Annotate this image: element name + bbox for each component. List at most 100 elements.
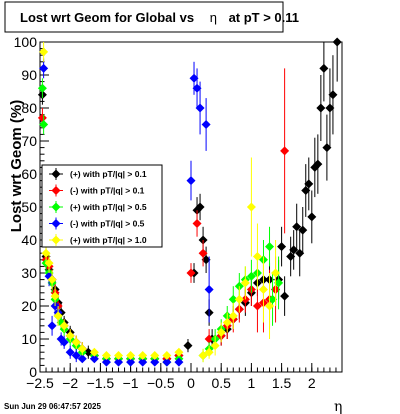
- data-point: [316, 103, 326, 113]
- data-point: [280, 146, 290, 156]
- data-point: [71, 337, 81, 347]
- data-point: [53, 311, 63, 321]
- data-point: [295, 248, 305, 258]
- data-point: [234, 294, 244, 304]
- series-3: [39, 58, 214, 367]
- x-tick-label: 2: [308, 375, 316, 391]
- legend-label: (+) with pT/|q| > 1.0: [70, 235, 147, 245]
- data-point: [322, 143, 332, 153]
- series-4: [39, 42, 281, 363]
- data-point: [271, 268, 281, 278]
- data-point: [280, 291, 290, 301]
- data-point: [114, 357, 124, 367]
- legend-marker: [51, 235, 61, 245]
- data-point: [328, 90, 338, 100]
- data-point: [47, 321, 57, 331]
- legend-marker: [51, 186, 61, 195]
- x-tick-label: −0.5: [147, 375, 175, 391]
- x-tick-label: −2: [62, 375, 78, 391]
- data-point: [162, 357, 172, 367]
- data-point: [39, 120, 49, 129]
- chart-title: Lost wrt Geom for Global vs η at pT > 0.…: [20, 10, 299, 25]
- data-point: [37, 113, 47, 123]
- data-point: [65, 331, 75, 341]
- y-tick-label: 10: [21, 331, 37, 347]
- data-point: [307, 212, 317, 222]
- data-point: [246, 202, 256, 212]
- y-tick-label: 70: [21, 133, 37, 149]
- data-point: [289, 245, 299, 255]
- data-point: [77, 344, 87, 354]
- x-tick-label: 0: [187, 375, 195, 391]
- legend-label: (-) with pT/|q| > 0.5: [70, 219, 145, 229]
- data-point: [222, 318, 232, 327]
- data-point: [83, 347, 93, 357]
- data-point: [39, 47, 49, 57]
- y-axis-title: Lost wrt Geom (%): [8, 100, 25, 233]
- legend-entry-3: (-) with pT/|q| > 0.5: [49, 217, 145, 230]
- y-tick-label: 60: [21, 166, 37, 182]
- data-point: [204, 334, 214, 344]
- data-point: [332, 37, 342, 47]
- data-point: [252, 301, 262, 311]
- x-tick-label: 0.5: [211, 375, 231, 391]
- title-part-eta: η: [210, 10, 217, 25]
- data-point: [186, 268, 196, 278]
- data-point: [252, 252, 262, 261]
- legend: (+) with pT/|q| > 0.1 (-) with pT/|q| > 0…: [41, 164, 163, 248]
- x-tick-label: −1.5: [87, 375, 115, 391]
- data-point: [204, 285, 214, 294]
- data-point: [138, 357, 148, 367]
- data-point: [162, 351, 172, 360]
- data-point: [101, 357, 111, 367]
- y-tick-label: 80: [21, 100, 37, 116]
- data-point: [174, 347, 184, 357]
- data-point: [114, 351, 124, 360]
- data-point: [228, 311, 238, 321]
- data-point: [183, 341, 193, 351]
- data-point: [240, 278, 250, 288]
- data-point: [201, 255, 211, 265]
- data-point: [186, 176, 196, 186]
- data-point: [65, 347, 75, 357]
- data-point: [41, 248, 51, 258]
- data-point: [59, 337, 69, 347]
- x-tick-label: 1: [248, 375, 256, 391]
- y-tick-label: 50: [21, 199, 37, 215]
- data-point: [189, 73, 199, 83]
- timestamp: Sun Jun 29 06:47:57 2025: [4, 402, 101, 411]
- y-tick-label: 90: [21, 67, 37, 83]
- data-point: [138, 351, 148, 360]
- x-tick-label: −2.5: [26, 375, 54, 391]
- data-point: [71, 351, 81, 360]
- data-point: [174, 357, 184, 367]
- series-layer: [37, 37, 342, 367]
- data-point: [126, 351, 136, 360]
- legend-label: (-) with pT/|q| > 0.1: [70, 186, 145, 196]
- legend-entry-4: (+) with pT/|q| > 1.0: [49, 234, 147, 246]
- x-axis: −2.5 −2 −1.5 −1 −0.5 0 0.5 1 1.5 2: [26, 363, 343, 391]
- data-point: [44, 258, 54, 268]
- data-point: [101, 351, 111, 360]
- legend-entry-1: (-) with pT/|q| > 0.1: [49, 184, 145, 197]
- data-point: [50, 291, 60, 301]
- legend-marker: [51, 219, 61, 228]
- data-point: [198, 351, 208, 360]
- x-axis-title: η: [334, 399, 342, 414]
- data-point: [277, 242, 287, 252]
- data-point: [198, 248, 208, 258]
- data-point: [89, 354, 99, 364]
- data-point: [298, 225, 308, 235]
- data-point: [286, 252, 296, 261]
- legend-entry-0: (+) with pT/|q| > 0.1: [49, 168, 147, 180]
- data-point: [265, 301, 275, 311]
- title-part-2: at pT > 0.11: [229, 10, 299, 25]
- data-point: [201, 120, 211, 129]
- data-point: [304, 179, 314, 189]
- data-point: [210, 341, 220, 351]
- data-point: [265, 242, 275, 252]
- legend-entry-2: (+) with pT/|q| > 0.5: [49, 201, 147, 213]
- y-tick-label: 20: [21, 298, 37, 314]
- data-point: [89, 347, 99, 357]
